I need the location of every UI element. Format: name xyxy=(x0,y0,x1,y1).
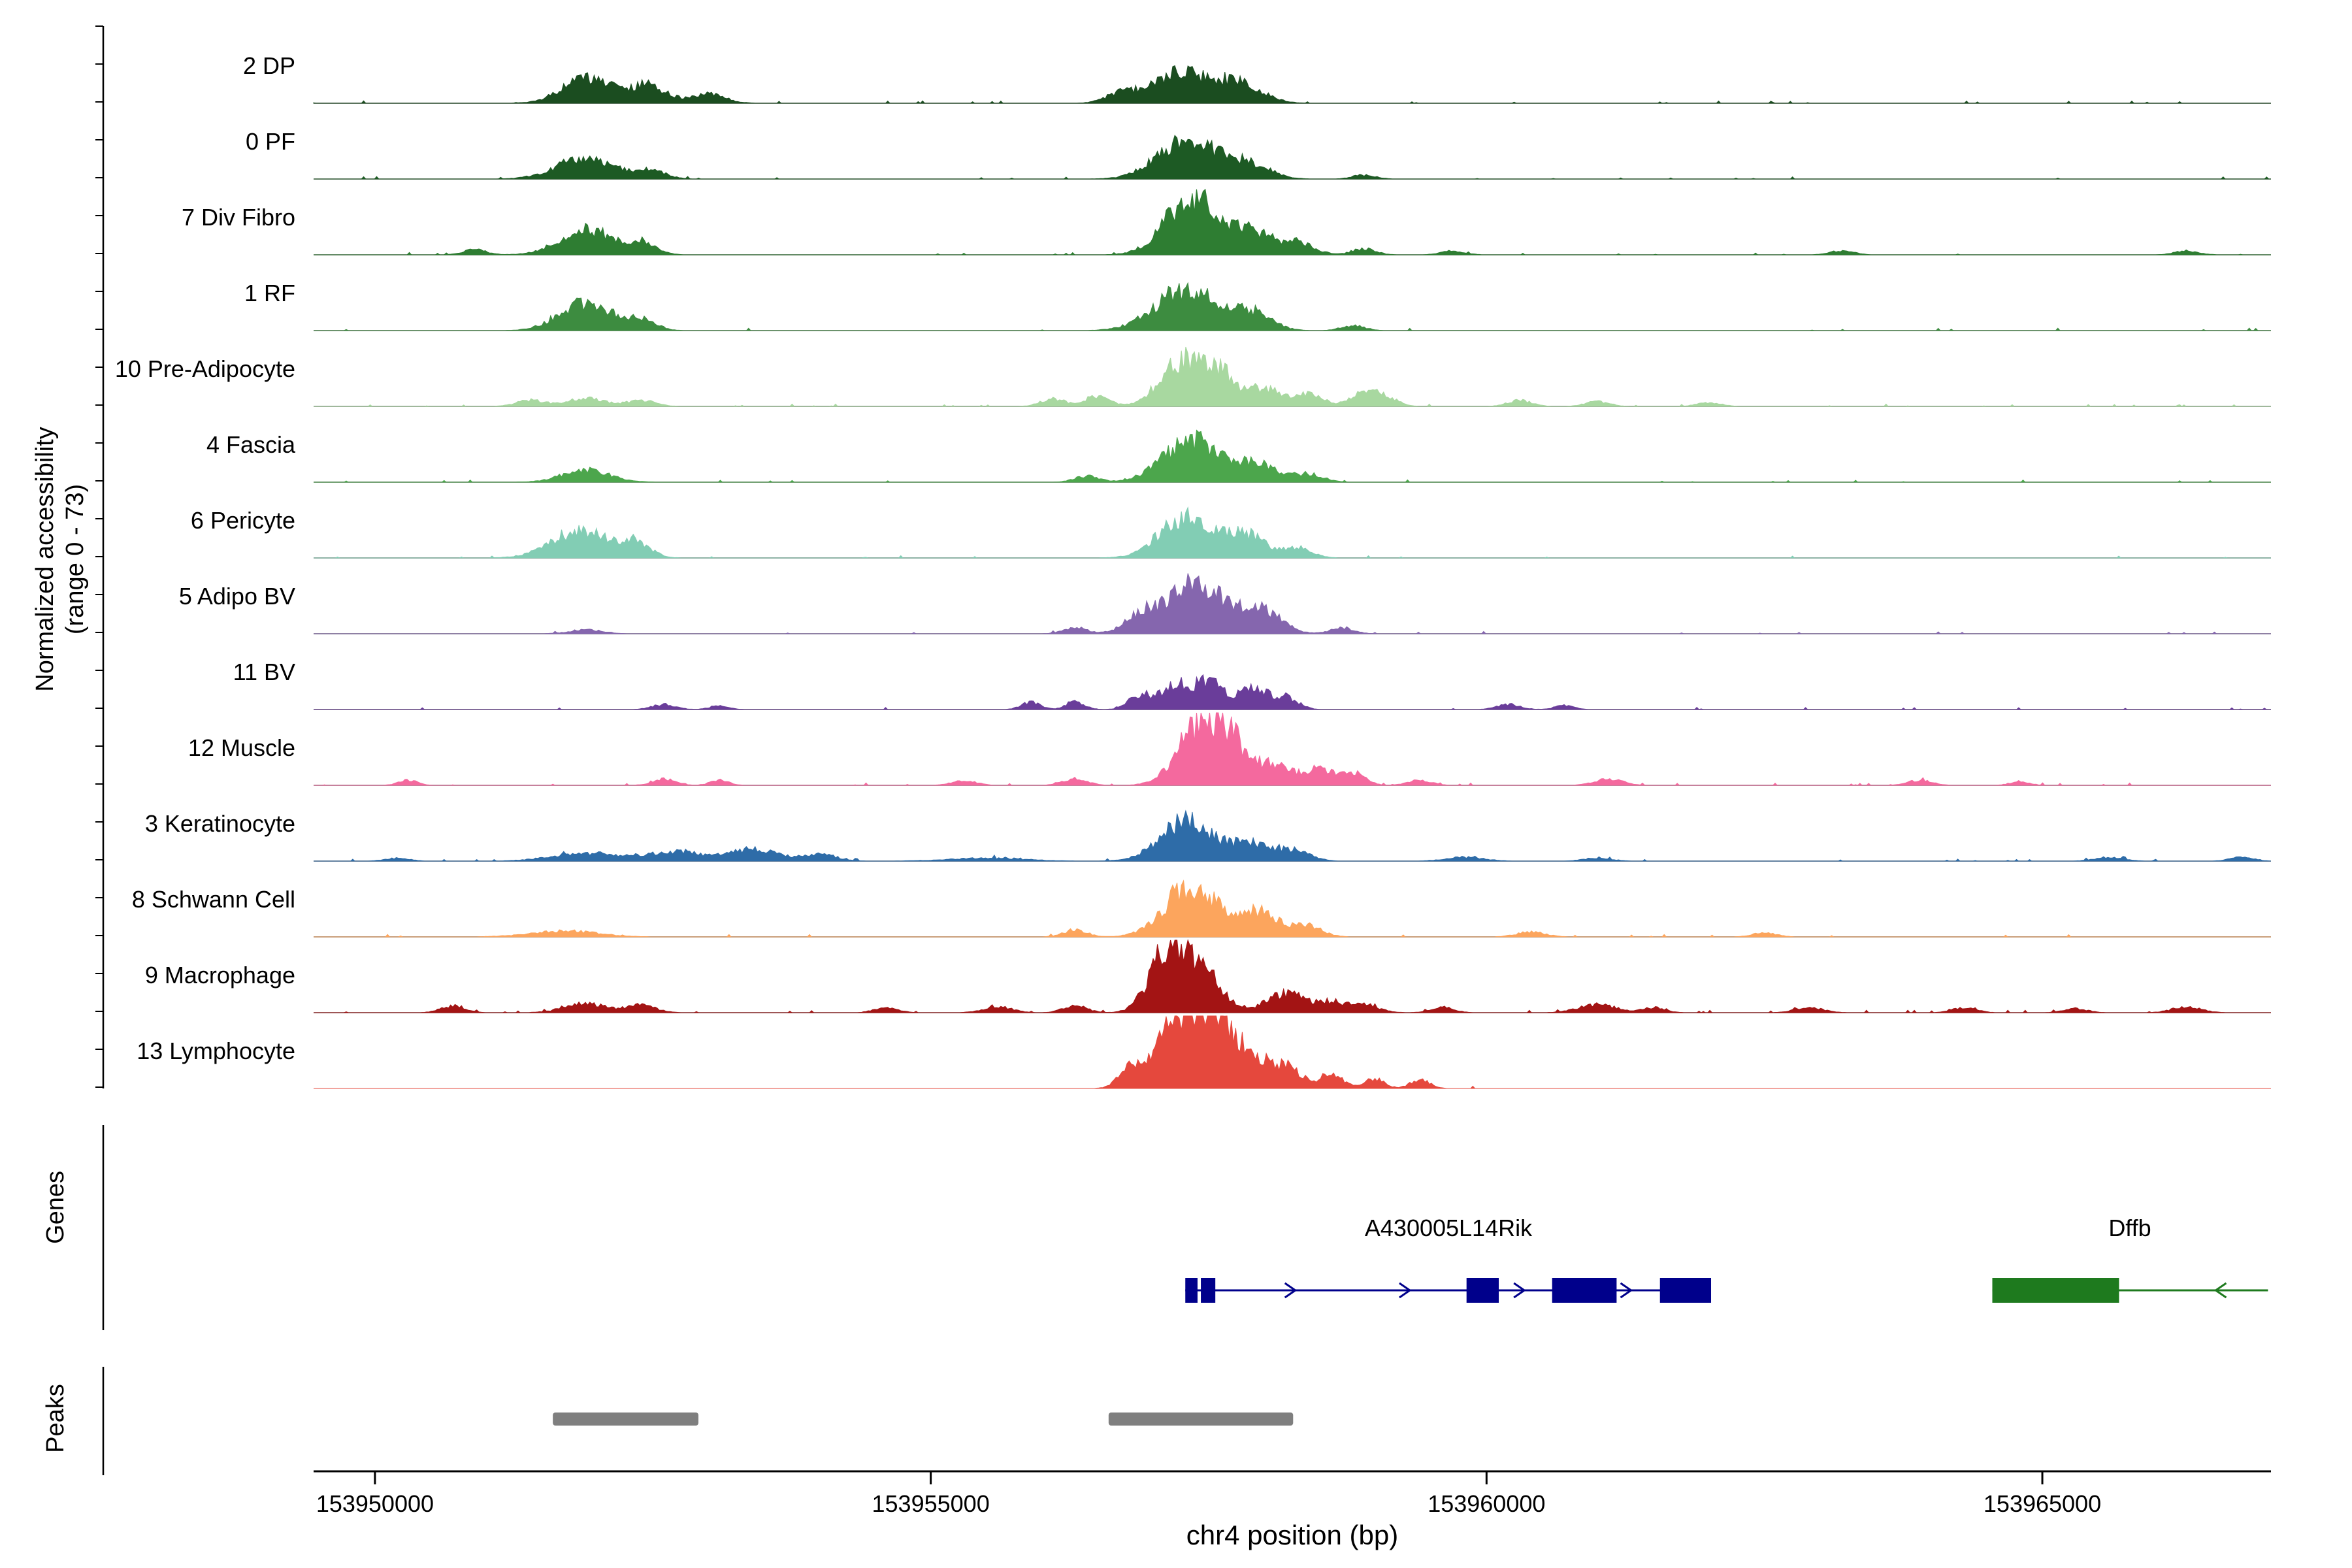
peak-bar xyxy=(1108,1413,1294,1426)
strand-arrow xyxy=(1284,1282,1298,1299)
track-area-7 xyxy=(314,573,2271,634)
track-label: 2 DP xyxy=(242,52,295,79)
gene-exon xyxy=(1201,1278,1216,1303)
strand-arrow xyxy=(1620,1282,1633,1299)
gene-label: Dffb xyxy=(2108,1215,2151,1241)
gene-exon xyxy=(1185,1278,1198,1303)
track-label: 5 Adipo BV xyxy=(178,583,295,610)
track-area-4 xyxy=(314,346,2271,407)
track-area-9 xyxy=(314,712,2271,786)
gene-exon xyxy=(1466,1278,1499,1303)
track-area-0 xyxy=(313,65,2271,104)
track-area-5 xyxy=(314,429,2271,483)
track-area-3 xyxy=(314,282,2271,331)
track-label: 3 Keratinocyte xyxy=(144,810,295,837)
track-label: 13 Lymphocyte xyxy=(137,1037,295,1064)
track-label: 10 Pre-Adipocyte xyxy=(114,355,295,382)
track-label: 0 PF xyxy=(245,128,295,155)
peak-bar xyxy=(553,1413,699,1426)
strand-arrow xyxy=(1399,1282,1412,1299)
strand-arrow xyxy=(2213,1282,2227,1299)
gene-label: A430005L14Rik xyxy=(1365,1215,1533,1241)
track-label: 11 BV xyxy=(233,659,295,685)
x-axis-tick-label: 153965000 xyxy=(1984,1490,2101,1517)
track-area-8 xyxy=(314,674,2271,710)
track-label: 8 Schwann Cell xyxy=(131,886,295,913)
x-axis-tick-label: 153955000 xyxy=(872,1490,990,1517)
gene-exon xyxy=(1659,1278,1712,1303)
track-label: 12 Muscle xyxy=(188,734,295,761)
strand-arrow xyxy=(1513,1282,1526,1299)
x-axis-tick-label: 153950000 xyxy=(316,1490,434,1517)
gene-model-1: Dffb xyxy=(1992,1215,2268,1303)
track-area-13 xyxy=(314,1015,2271,1089)
gene-exon xyxy=(1992,1278,2119,1303)
gene-model-0: A430005L14Rik xyxy=(1185,1215,1712,1303)
track-area-11 xyxy=(314,879,2271,938)
track-label: 9 Macrophage xyxy=(144,962,295,988)
track-area-10 xyxy=(314,809,2272,862)
track-label: 4 Fascia xyxy=(206,431,295,458)
track-area-12 xyxy=(314,939,2271,1013)
track-label: 7 Div Fibro xyxy=(181,204,295,231)
track-area-2 xyxy=(314,188,2271,255)
track-area-6 xyxy=(314,506,2271,559)
gene-exon xyxy=(1552,1278,1617,1303)
x-axis-tick-label: 153960000 xyxy=(1428,1490,1545,1517)
x-axis-title: chr4 position (bp) xyxy=(1186,1520,1399,1550)
track-label: 1 RF xyxy=(244,280,295,306)
track-label: 6 Pericyte xyxy=(190,507,295,534)
track-area-1 xyxy=(314,135,2271,180)
